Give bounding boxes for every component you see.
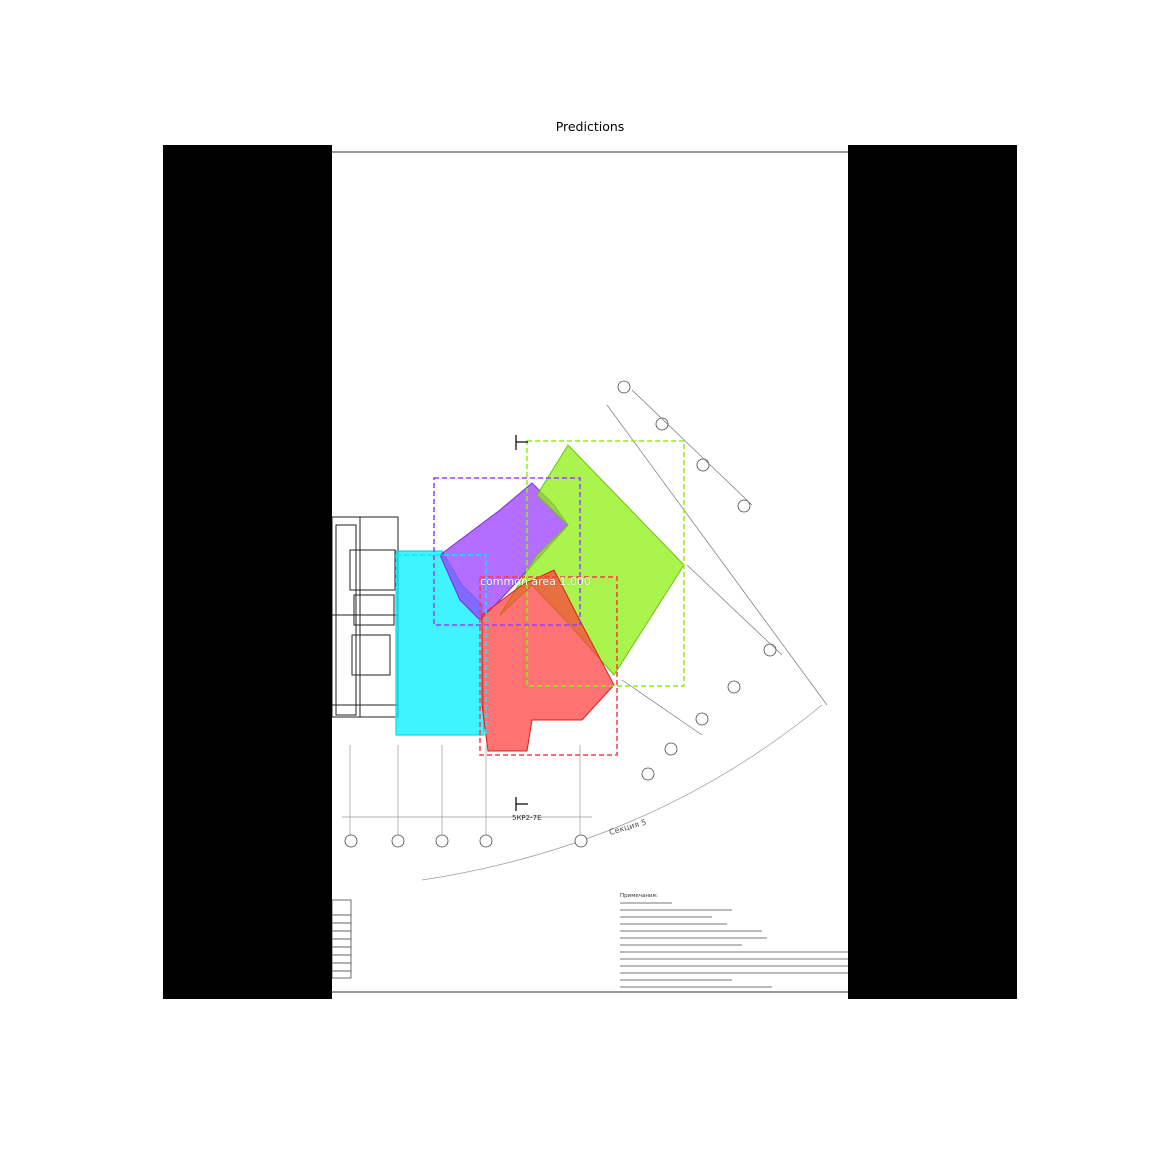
right-padding-bar [848, 145, 1017, 999]
floor-plan-image: 5КР2-7Е Секция 5 Примечания: [332, 145, 848, 999]
mask-red [481, 569, 615, 752]
legend-table [332, 899, 352, 979]
left-padding-bar [163, 145, 332, 999]
bbox-purple [433, 477, 581, 626]
floor-plan-drawing: 5КР2-7Е Секция 5 Примечания: [332, 151, 848, 993]
figure-title: Predictions [555, 119, 625, 134]
bbox-cyan [395, 554, 487, 736]
left-wing-linework [332, 516, 399, 718]
detection-label-common-area: common area 1.000 [480, 575, 591, 588]
notes-lines [620, 902, 848, 988]
notes-heading: Примечания: [620, 893, 658, 899]
cut-mark-label: 5КР2-7Е [512, 814, 542, 822]
axis-lines [342, 704, 823, 881]
bbox-red [479, 576, 618, 756]
bbox-green [526, 440, 685, 687]
axis-markers [344, 380, 777, 848]
rotated-wing-linework [606, 389, 828, 736]
section-label: Секция 5 [608, 818, 647, 837]
section-cut-marks [515, 435, 528, 811]
